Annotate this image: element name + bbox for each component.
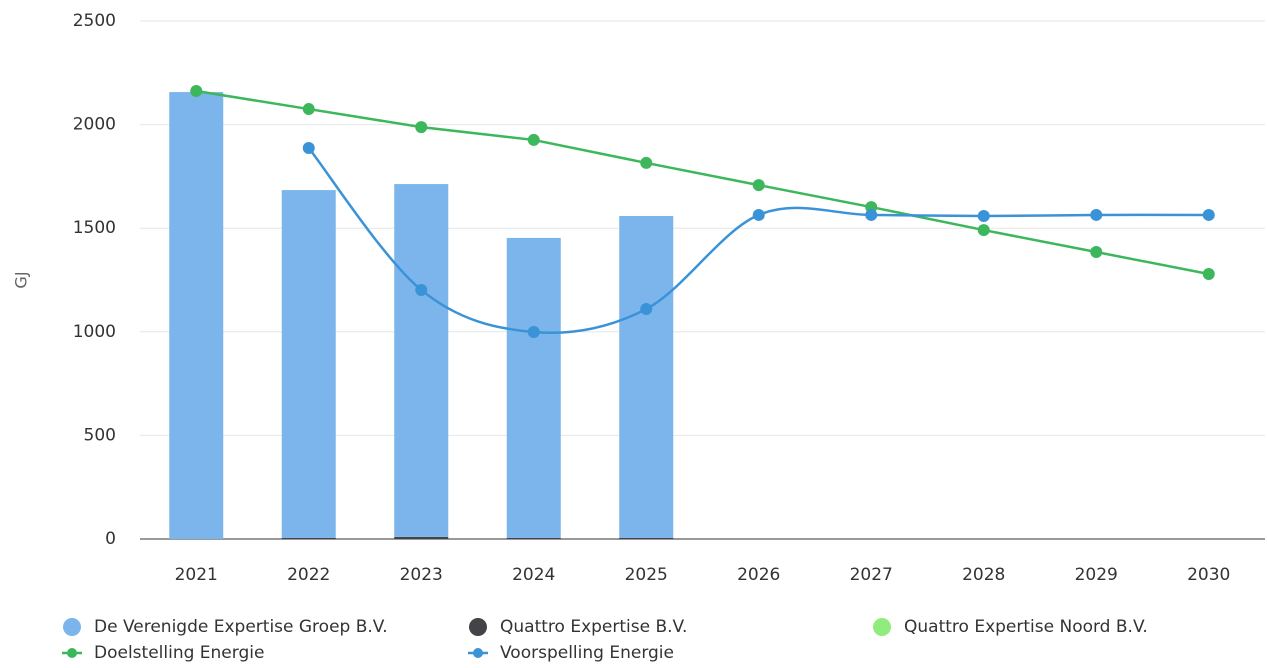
point — [640, 303, 653, 316]
point — [415, 283, 428, 296]
legend-label: De Verenigde Expertise Groep B.V. — [94, 617, 388, 637]
legend-marker — [469, 618, 487, 636]
bar — [619, 215, 674, 538]
x-tick-label: 2026 — [737, 565, 780, 585]
legend-marker — [63, 618, 81, 636]
legend-label: Quattro Expertise Noord B.V. — [904, 617, 1148, 637]
x-tick-label: 2027 — [850, 565, 893, 585]
line — [196, 89, 1209, 276]
point — [1202, 267, 1215, 280]
point — [415, 121, 428, 134]
x-tick-label: 2025 — [625, 565, 668, 585]
bar — [506, 537, 561, 539]
y-tick-label: 0 — [105, 529, 116, 549]
bar — [169, 92, 224, 539]
bar — [394, 536, 449, 539]
legend-marker — [873, 618, 891, 636]
point — [1090, 208, 1103, 221]
point — [752, 208, 765, 221]
point — [977, 209, 990, 222]
legend-label: Quattro Expertise B.V. — [500, 617, 687, 637]
bar — [394, 184, 449, 537]
point — [977, 224, 990, 237]
x-tick-label: 2028 — [962, 565, 1005, 585]
y-axis-label: GJ — [12, 271, 31, 288]
point — [1202, 208, 1215, 221]
x-tick-label: 2022 — [287, 565, 330, 585]
y-tick-label: 2500 — [73, 11, 116, 31]
line — [307, 147, 1209, 334]
x-tick-label: 2024 — [512, 565, 555, 585]
legend-marker — [473, 648, 483, 658]
x-tick-label: 2029 — [1075, 565, 1118, 585]
point — [302, 142, 315, 155]
y-tick-label: 500 — [84, 425, 116, 445]
point — [1090, 246, 1103, 259]
point — [752, 179, 765, 192]
point — [190, 85, 203, 98]
y-tick-label: 2000 — [73, 115, 116, 135]
point — [640, 156, 653, 169]
bar — [281, 537, 336, 539]
legend-label: Doelstelling Energie — [94, 643, 264, 663]
x-tick-label: 2023 — [400, 565, 443, 585]
x-tick-label: 2021 — [175, 565, 218, 585]
point — [527, 326, 540, 339]
y-tick-label: 1000 — [73, 322, 116, 342]
point — [865, 208, 878, 221]
legend-label: Voorspelling Energie — [500, 643, 674, 663]
legend-marker — [67, 648, 77, 658]
y-tick-label: 1500 — [73, 218, 116, 238]
bar — [619, 537, 674, 539]
x-tick-label: 2030 — [1187, 565, 1230, 585]
bar — [506, 237, 561, 538]
bar — [281, 190, 336, 538]
point — [302, 103, 315, 116]
point — [527, 133, 540, 146]
